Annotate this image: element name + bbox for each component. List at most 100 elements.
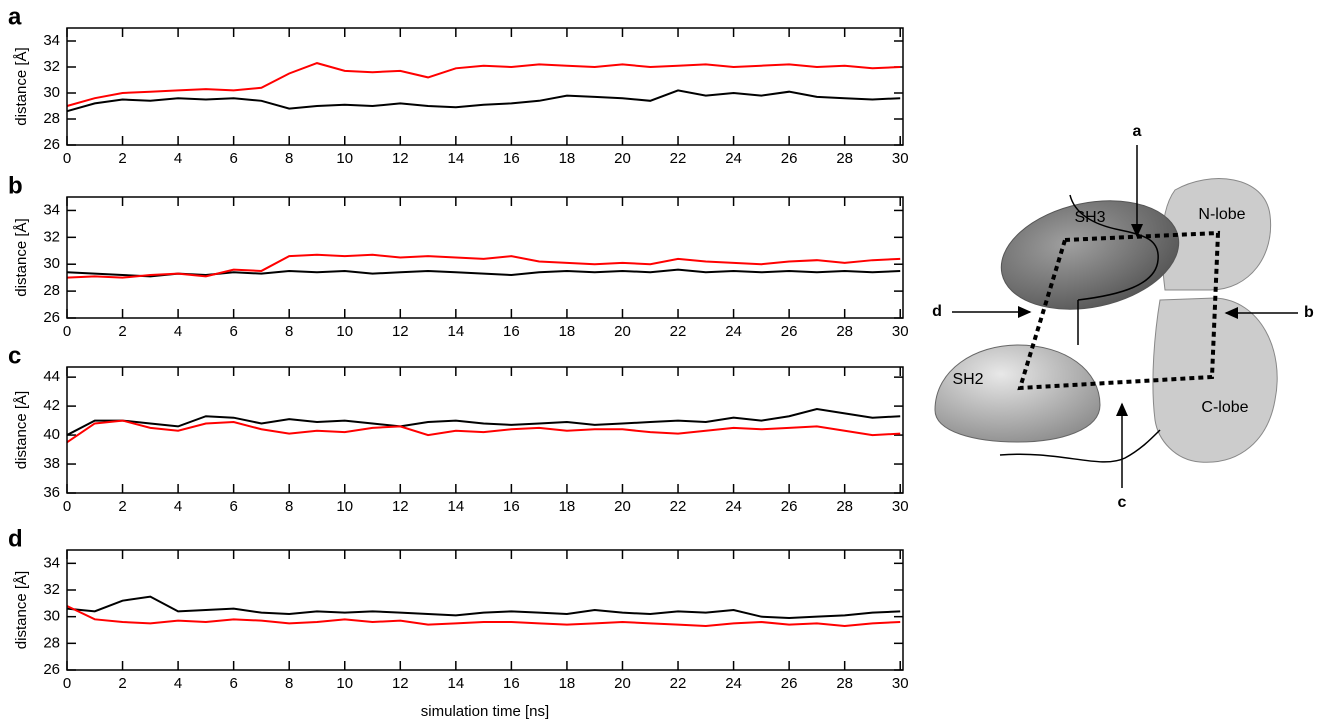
y-axis-label: distance [Å] xyxy=(13,391,30,469)
data-line xyxy=(66,595,901,620)
x-tick-label: 16 xyxy=(503,498,520,515)
x-tick-label: 8 xyxy=(285,675,293,692)
x-tick-label: 20 xyxy=(614,150,631,167)
arrow-label: d xyxy=(932,303,942,320)
y-tick-label: 34 xyxy=(43,201,60,218)
x-tick-label: 14 xyxy=(447,150,464,167)
x-tick-label: 30 xyxy=(892,498,909,515)
x-tick-label: 8 xyxy=(285,150,293,167)
x-tick-label: 26 xyxy=(781,675,798,692)
x-tick-label: 2 xyxy=(118,675,126,692)
y-tick-label: 30 xyxy=(43,608,60,625)
x-tick-label: 18 xyxy=(559,675,576,692)
panel-letter: d xyxy=(8,525,23,552)
x-tick-label: 12 xyxy=(392,498,409,515)
x-tick-label: 24 xyxy=(725,675,742,692)
y-tick-label: 34 xyxy=(43,554,60,571)
arrow-label: a xyxy=(1133,123,1142,140)
y-tick-label: 30 xyxy=(43,84,60,101)
x-tick-label: 24 xyxy=(725,498,742,515)
plot-frame xyxy=(66,27,904,146)
x-tick-label: 4 xyxy=(174,675,182,692)
x-tick-label: 14 xyxy=(447,498,464,515)
x-tick-label: 28 xyxy=(836,150,853,167)
x-tick-label: 28 xyxy=(836,675,853,692)
y-tick-label: 28 xyxy=(43,634,60,651)
arrow-label: b xyxy=(1304,304,1314,321)
domain-label: SH2 xyxy=(952,371,983,388)
x-tick-label: 8 xyxy=(285,498,293,515)
x-tick-label: 14 xyxy=(447,675,464,692)
x-tick-label: 16 xyxy=(503,323,520,340)
x-tick-label: 2 xyxy=(118,150,126,167)
y-tick-label: 38 xyxy=(43,455,60,472)
panel-letter: a xyxy=(8,3,22,30)
y-tick-label: 32 xyxy=(43,581,60,598)
x-tick-label: 26 xyxy=(781,323,798,340)
sh2-shape xyxy=(934,344,1101,443)
x-tick-label: 0 xyxy=(63,675,71,692)
x-tick-label: 20 xyxy=(614,498,631,515)
x-tick-label: 4 xyxy=(174,150,182,167)
x-tick-label: 28 xyxy=(836,323,853,340)
x-tick-label: 0 xyxy=(63,498,71,515)
data-line xyxy=(66,253,901,279)
y-tick-label: 26 xyxy=(43,309,60,326)
x-tick-label: 0 xyxy=(63,323,71,340)
x-tick-label: 8 xyxy=(285,323,293,340)
x-tick-label: 12 xyxy=(392,675,409,692)
x-tick-label: 16 xyxy=(503,675,520,692)
plot-frame xyxy=(66,196,904,319)
y-tick-label: 28 xyxy=(43,282,60,299)
linker xyxy=(1069,194,1159,345)
distance-frame xyxy=(1017,230,1221,391)
data-line xyxy=(66,62,901,107)
x-tick-label: 26 xyxy=(781,150,798,167)
x-tick-label: 22 xyxy=(670,323,687,340)
y-tick-label: 32 xyxy=(43,228,60,245)
data-line xyxy=(66,419,901,444)
x-tick-label: 16 xyxy=(503,150,520,167)
x-tick-label: 18 xyxy=(559,323,576,340)
x-tick-label: 10 xyxy=(336,675,353,692)
y-tick-label: 36 xyxy=(43,484,60,501)
x-axis-label: simulation time [ns] xyxy=(421,703,549,720)
x-tick-label: 6 xyxy=(229,323,237,340)
domain-label: N-lobe xyxy=(1198,206,1245,223)
y-tick-label: 42 xyxy=(43,397,60,414)
x-tick-label: 4 xyxy=(174,323,182,340)
x-tick-label: 20 xyxy=(614,323,631,340)
x-tick-label: 14 xyxy=(447,323,464,340)
x-tick-label: 22 xyxy=(670,150,687,167)
x-tick-label: 6 xyxy=(229,498,237,515)
data-line xyxy=(66,89,901,113)
x-tick-label: 4 xyxy=(174,498,182,515)
x-tick-label: 24 xyxy=(725,323,742,340)
panel-letter: b xyxy=(8,172,23,199)
x-tick-label: 26 xyxy=(781,498,798,515)
y-tick-label: 28 xyxy=(43,110,60,127)
y-axis-label: distance [Å] xyxy=(13,571,30,649)
x-tick-label: 24 xyxy=(725,150,742,167)
data-line xyxy=(66,268,901,278)
x-tick-label: 2 xyxy=(118,323,126,340)
data-line xyxy=(66,407,901,436)
y-tick-label: 34 xyxy=(43,32,60,49)
x-tick-label: 10 xyxy=(336,323,353,340)
schematic: SH3 N-lobe SH2 C-lobe a b c d xyxy=(932,123,1314,511)
y-tick-label: 40 xyxy=(43,426,60,443)
domain-label: SH3 xyxy=(1074,209,1105,226)
y-tick-label: 32 xyxy=(43,58,60,75)
x-tick-label: 30 xyxy=(892,675,909,692)
x-tick-label: 12 xyxy=(392,150,409,167)
x-tick-label: 6 xyxy=(229,150,237,167)
y-tick-label: 30 xyxy=(43,255,60,272)
x-tick-label: 10 xyxy=(336,150,353,167)
x-tick-label: 0 xyxy=(63,150,71,167)
x-tick-label: 20 xyxy=(614,675,631,692)
y-axis-label: distance [Å] xyxy=(13,218,30,296)
x-tick-label: 18 xyxy=(559,498,576,515)
plot-frame xyxy=(66,366,904,494)
x-tick-label: 22 xyxy=(670,498,687,515)
